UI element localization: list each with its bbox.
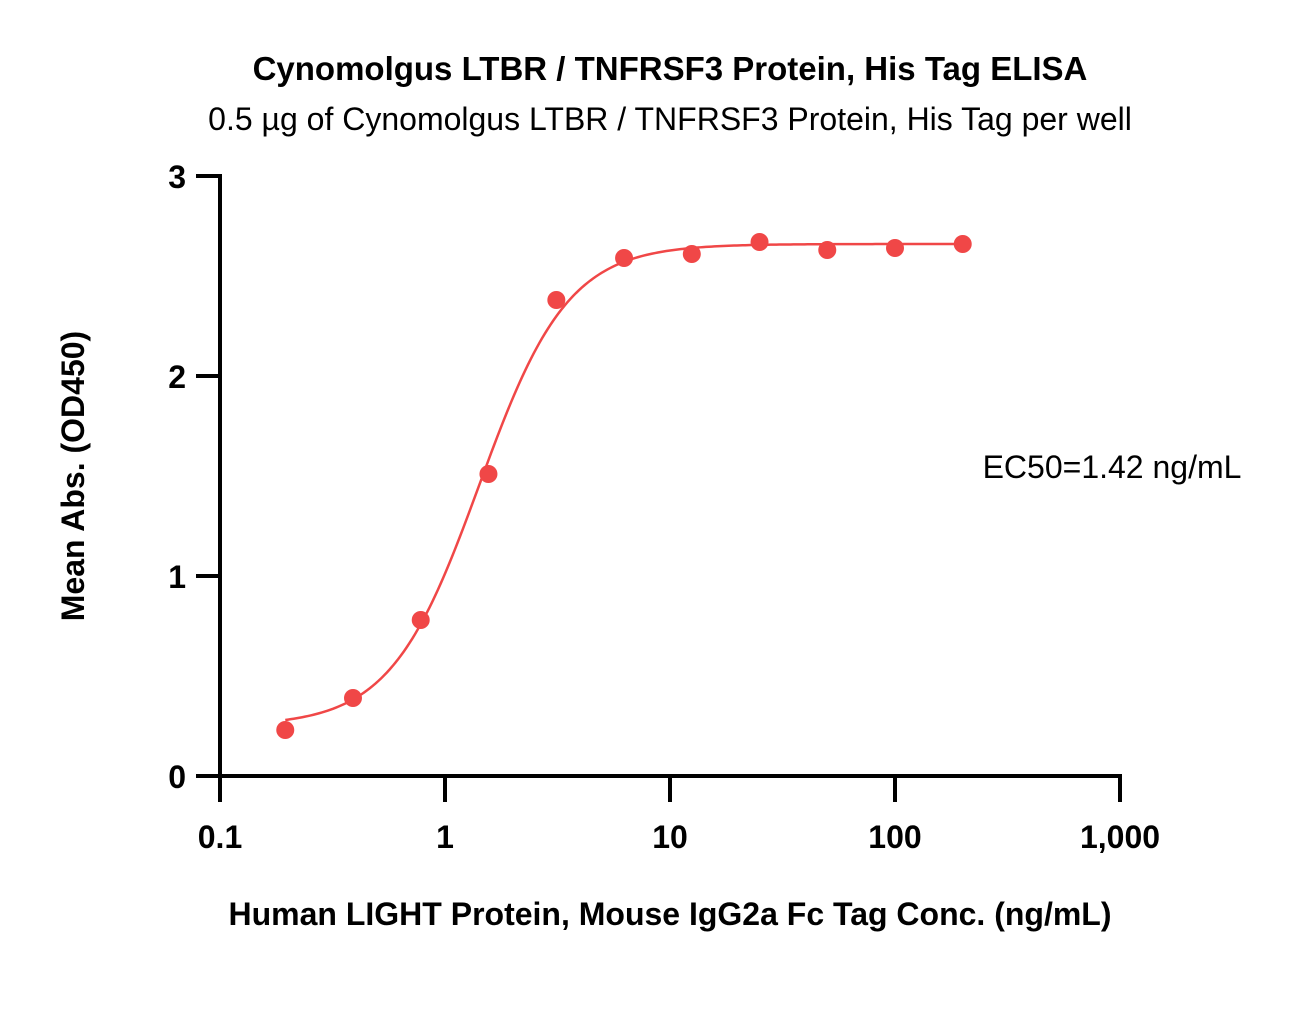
data-point <box>547 291 566 309</box>
fit-curve <box>285 242 963 722</box>
data-point <box>750 233 769 251</box>
data-point <box>682 245 701 263</box>
data-point <box>343 689 362 707</box>
data-point <box>886 239 904 257</box>
chart-title: Cynomolgus LTBR / TNFRSF3 Protein, His T… <box>253 50 1088 87</box>
data-point <box>411 611 430 629</box>
x-tick-label: 1 <box>436 819 454 855</box>
chart-subtitle: 0.5 µg of Cynomolgus LTBR / TNFRSF3 Prot… <box>208 101 1132 137</box>
y-tick-label: 3 <box>168 159 186 195</box>
y-tick-label: 1 <box>168 559 186 595</box>
plot-area: 0 1 2 3 0.1 1 10 100 1,000 <box>168 159 1160 855</box>
x-tick-label: 100 <box>868 819 921 855</box>
ec50-annotation: EC50=1.42 ng/mL <box>983 449 1242 485</box>
data-point <box>276 721 295 739</box>
y-tick-label: 2 <box>168 359 186 395</box>
x-tick-label: 0.1 <box>198 819 242 855</box>
data-point <box>818 241 837 259</box>
y-axis-label: Mean Abs. (OD450) <box>55 331 91 621</box>
data-point <box>479 465 498 483</box>
data-point <box>615 249 634 267</box>
data-point <box>953 235 972 253</box>
x-tick-label: 10 <box>652 819 688 855</box>
x-axis-label: Human LIGHT Protein, Mouse IgG2a Fc Tag … <box>229 896 1112 932</box>
y-tick-label: 0 <box>168 759 186 795</box>
x-tick-label: 1,000 <box>1080 819 1160 855</box>
